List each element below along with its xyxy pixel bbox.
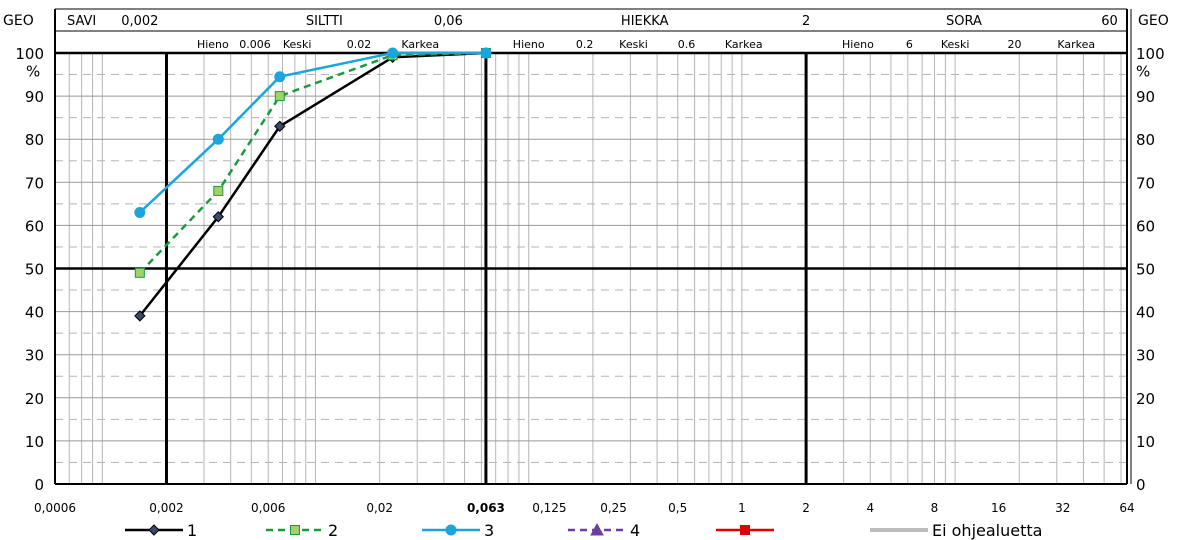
y-tick-label-left: 10 [25,433,44,451]
soil-class-label: HIEKKA [621,14,669,29]
soil-subclass-label: Hieno [513,38,545,51]
legend-swatch-marker [740,525,750,535]
y-tick-label-left: 40 [25,304,44,322]
x-tick-label: 0,125 [532,501,566,515]
y-tick-label-right: 20 [1136,390,1155,408]
x-tick-label: 8 [931,501,939,515]
y-tick-label-right: 10 [1136,433,1155,451]
soil-subclass-label: Karkea [725,38,763,51]
x-tick-label: 0,0006 [34,501,76,515]
soil-class-label: 0,06 [434,14,463,29]
legend-label: 1 [187,521,197,540]
geo-label-left: GEO [3,13,34,29]
x-tick-label: 0,02 [366,501,393,515]
soil-subclass-label: 0.02 [347,38,372,51]
y-tick-label-right: 100 [1136,45,1165,63]
soil-subclass-label: Keski [941,38,970,51]
series-3-point [387,47,399,59]
y-tick-label-right: 50 [1136,261,1155,279]
x-tick-label: 0,5 [668,501,687,515]
series-3-point [212,133,224,145]
series-1-point [274,120,286,132]
series-3-line [138,51,486,214]
y-tick-label-left: 30 [25,347,44,365]
series-3-point [480,47,492,59]
legend-swatch-marker [290,525,300,535]
y-tick-label-left: 70 [25,174,44,192]
y-tick-label-right: 70 [1136,174,1155,192]
legend-label: 2 [328,521,338,540]
x-tick-label: 32 [1055,501,1070,515]
soil-class-label: 0,002 [121,14,158,29]
y-tick-label-left: 90 [25,88,44,106]
soil-class-label: SORA [946,14,982,29]
series-1-point [134,310,146,322]
x-tick-label: 16 [991,501,1006,515]
x-tick-label: 1 [738,501,746,515]
soil-subclass-label: 0.6 [678,38,696,51]
y-tick-label-right: 40 [1136,304,1155,322]
legend-swatch-marker [148,524,160,536]
soil-subclass-label: Karkea [1057,38,1095,51]
x-tick-label: 0,063 [467,501,505,515]
series-1-point [212,211,225,223]
series-2-point [213,185,224,196]
y-tick-label-right: 80 [1136,131,1155,149]
soil-subclass-label: Hieno [197,38,229,51]
y-tick-label-left: 60 [25,217,44,235]
soil-subclass-label: Keski [283,38,312,51]
x-tick-label: 2 [802,501,810,515]
x-tick-label: 0,006 [251,501,285,515]
series-3-point [134,206,146,218]
y-unit-right: % [1136,63,1150,81]
legend-swatch-marker [445,524,457,536]
soil-subclass-label: Hieno [842,38,874,51]
y-tick-label-left: 20 [25,390,44,408]
x-tick-label: 64 [1119,501,1134,515]
x-tick-label: 0,002 [149,501,183,515]
y-tick-label-left: 50 [25,261,44,279]
y-tick-label-right: 90 [1136,88,1155,106]
legend-label: 4 [630,521,640,540]
y-tick-label-left: 80 [25,131,44,149]
soil-class-label: 60 [1101,14,1118,29]
soil-subclass-label: Karkea [401,38,439,51]
geo-label-right: GEO [1138,13,1169,29]
x-tick-label: 0,25 [600,501,627,515]
y-tick-label-right: 30 [1136,347,1155,365]
soil-subclass-label: 0.2 [576,38,594,51]
soil-class-label: 2 [802,14,810,29]
series-3-point [274,71,286,83]
x-tick-label: 4 [866,501,874,515]
legend-swatch-marker [590,522,604,536]
legend-label: Ei ohjealuetta [932,521,1042,540]
soil-subclass-label: 20 [1008,38,1022,51]
series-1-line [138,51,486,317]
y-tick-label-left: 100 [15,45,44,63]
soil-class-label: SAVI [67,14,96,29]
soil-subclass-label: 6 [906,38,913,51]
soil-subclass-label: 0.006 [239,38,271,51]
y-tick-label-right: 0 [1136,476,1146,494]
legend-label: 3 [484,521,494,540]
series-2-point [274,91,285,102]
y-unit-left: % [26,63,40,81]
soil-class-label: SILTTI [306,14,343,29]
y-tick-label-right: 60 [1136,217,1155,235]
series-2-line [138,51,486,274]
soil-subclass-label: Keski [619,38,648,51]
y-tick-label-left: 0 [34,476,44,494]
series-2-point [134,267,145,278]
